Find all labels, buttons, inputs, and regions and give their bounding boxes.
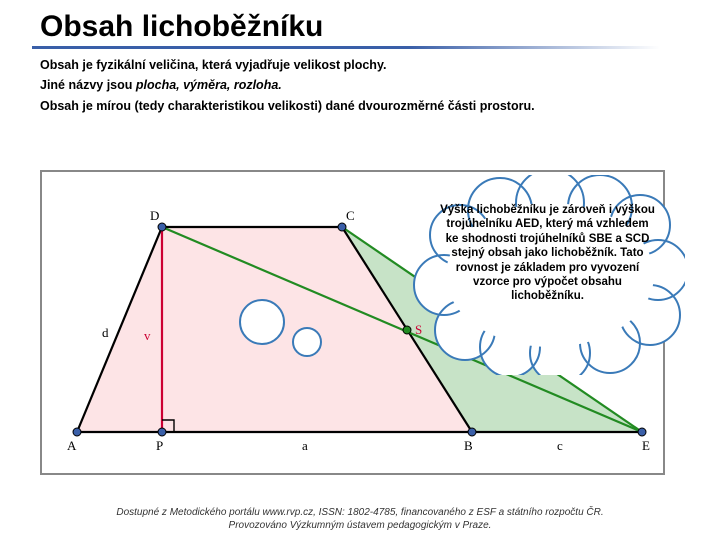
svg-text:P: P [156,438,163,453]
svg-text:E: E [642,438,650,453]
svg-text:c: c [557,438,563,453]
footer-line-2: Provozováno Výzkumným ústavem pedagogick… [0,519,720,532]
footer: Dostupné z Metodického portálu www.rvp.c… [0,506,720,532]
title-underline [32,46,660,49]
svg-text:C: C [346,208,355,223]
svg-text:D: D [150,208,159,223]
p2-italic: plocha, výměra, rozloha. [136,78,282,92]
callout-cloud: Výška lichoběžníku je zároveň i výškou t… [410,175,685,375]
footer-line-1: Dostupné z Metodického portálu www.rvp.c… [0,506,720,519]
p2-prefix: Jiné názvy jsou [40,78,136,92]
callout-text: Výška lichoběžníku je zároveň i výškou t… [440,203,655,304]
svg-text:A: A [67,438,77,453]
paragraph-3: Obsah je mírou (tedy charakteristikou ve… [0,96,720,116]
svg-text:d: d [102,325,109,340]
svg-text:v: v [144,328,151,343]
page-title: Obsah lichoběžníku [0,0,720,46]
svg-text:B: B [464,438,473,453]
paragraph-1: Obsah je fyzikální veličina, která vyjad… [0,55,720,75]
svg-text:a: a [302,438,308,453]
paragraph-2: Jiné názvy jsou plocha, výměra, rozloha. [0,75,720,95]
